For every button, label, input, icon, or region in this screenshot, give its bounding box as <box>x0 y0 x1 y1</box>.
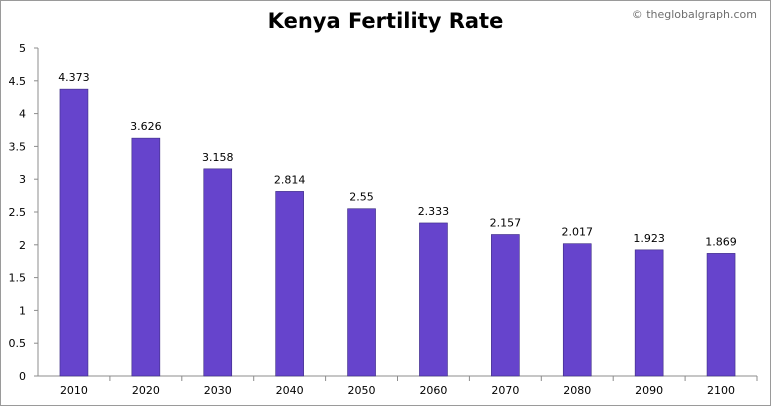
x-tick-label: 2040 <box>276 384 304 397</box>
bar <box>347 208 376 377</box>
y-tick-label: 4.5 <box>9 75 27 88</box>
x-tick-label: 2080 <box>563 384 591 397</box>
x-tick-label: 2100 <box>707 384 735 397</box>
y-tick-label: 5 <box>19 42 26 55</box>
bar-value-label: 3.626 <box>130 120 162 133</box>
bar <box>491 234 520 377</box>
bar <box>59 88 89 377</box>
y-tick-label: 4 <box>19 108 26 121</box>
y-tick-label: 3 <box>19 173 26 186</box>
y-tick-label: 1.5 <box>9 272 27 285</box>
bar-value-label: 1.923 <box>633 232 665 245</box>
y-tick-label: 0.5 <box>9 337 27 350</box>
x-tick-label: 2050 <box>348 384 376 397</box>
y-tick-label: 2 <box>19 239 26 252</box>
bar-value-label: 3.158 <box>202 151 234 164</box>
bar-value-label: 2.157 <box>490 217 522 230</box>
bar-value-label: 2.814 <box>274 173 306 186</box>
bar <box>131 137 161 377</box>
x-tick-label: 2090 <box>635 384 663 397</box>
bar <box>419 222 448 377</box>
y-tick-label: 3.5 <box>9 140 27 153</box>
x-tick-label: 2060 <box>419 384 447 397</box>
bar <box>706 253 736 377</box>
bar <box>203 168 233 377</box>
bar <box>275 191 304 377</box>
bar-value-label: 2.55 <box>349 191 374 204</box>
bar <box>562 243 592 377</box>
x-tick-label: 2070 <box>491 384 519 397</box>
x-tick-label: 2020 <box>132 384 160 397</box>
bar-value-label: 4.373 <box>58 71 90 84</box>
y-tick-label: 2.5 <box>9 206 27 219</box>
y-tick-label: 0 <box>19 370 26 383</box>
bar-value-label: 1.869 <box>705 235 737 248</box>
x-tick-label: 2010 <box>60 384 88 397</box>
watermark: © theglobalgraph.com <box>631 8 757 21</box>
bar-value-label: 2.017 <box>562 226 594 239</box>
bar <box>634 249 664 377</box>
bar-value-label: 2.333 <box>418 205 450 218</box>
y-tick-label: 1 <box>19 304 26 317</box>
chart-title: Kenya Fertility Rate <box>267 9 504 33</box>
x-tick-label: 2030 <box>204 384 232 397</box>
